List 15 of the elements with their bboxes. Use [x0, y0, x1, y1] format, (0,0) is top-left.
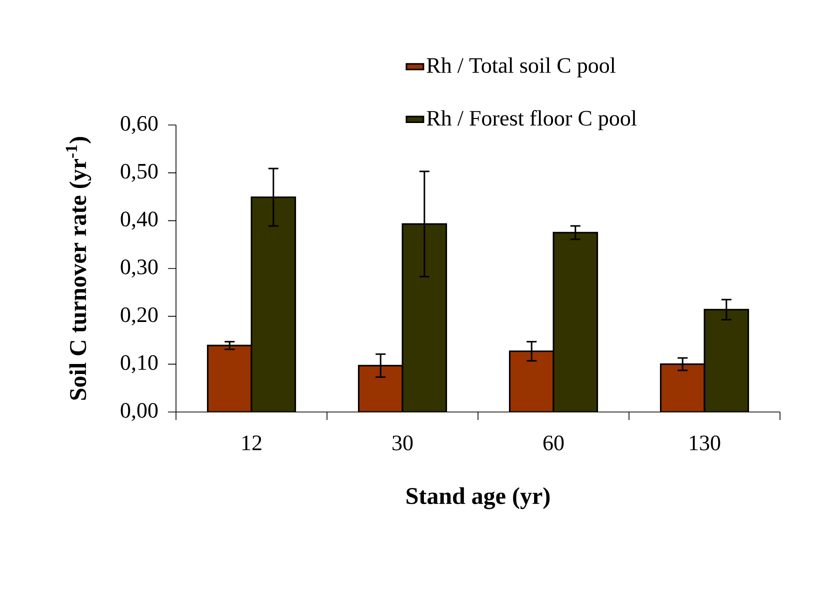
y-tick-label: 0,10: [120, 355, 158, 374]
x-tick-label: 12: [242, 436, 262, 450]
x-tick-label: 60: [543, 436, 564, 450]
y-tick-label: 0,00: [120, 403, 158, 422]
x-tick-label: 130: [690, 436, 720, 450]
y-tick-label: 0,50: [120, 164, 158, 182]
x-tick-label: 30: [392, 436, 413, 450]
y-tick-label: 0,40: [120, 212, 158, 230]
y-tick-label: 0,20: [120, 307, 158, 326]
x-axis-title: Stand age (yr): [406, 487, 550, 510]
y-tick-label: 0,30: [120, 260, 158, 278]
y-tick-label: 0,60: [120, 116, 158, 134]
legend-label: Rh / Forest floor C pool: [426, 110, 637, 130]
legend-label: Rh / Total soil C pool: [426, 57, 616, 78]
y-axis-title: Soil C turnover rate (yr$^{-1}$): [66, 137, 92, 400]
